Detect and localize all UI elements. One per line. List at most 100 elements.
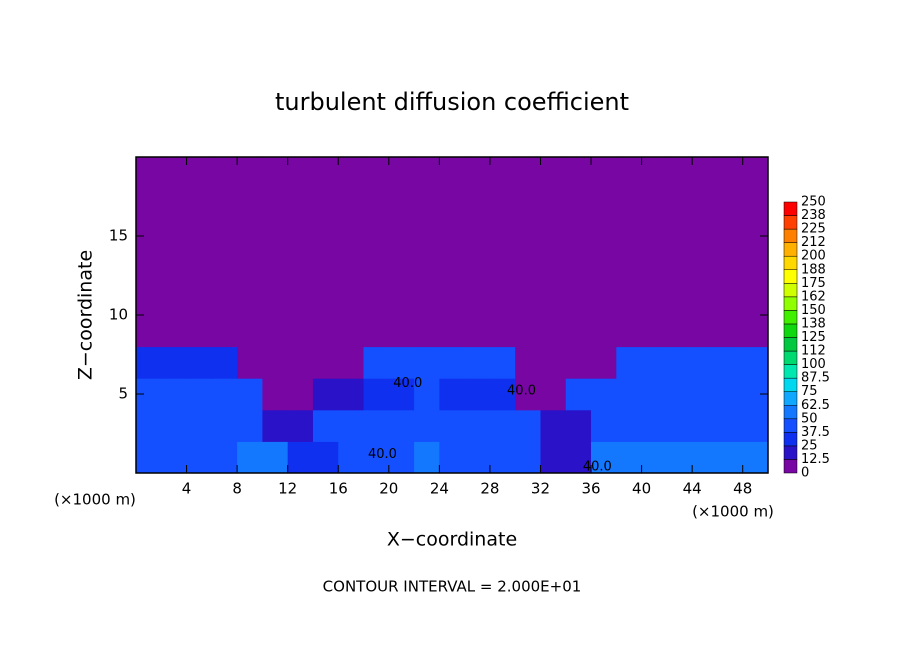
heat-cell	[489, 251, 516, 284]
colorbar-label: 50	[801, 411, 818, 426]
colorbar-swatch	[783, 296, 798, 311]
x-tick-label: 32	[531, 480, 550, 498]
heat-cell	[666, 346, 693, 379]
heat-cell	[414, 315, 440, 348]
heat-cell	[338, 346, 365, 379]
heat-cell	[161, 441, 188, 474]
heat-cell	[641, 251, 668, 284]
heat-cell	[287, 409, 314, 442]
heat-cell	[211, 283, 238, 316]
heat-cell	[414, 220, 440, 253]
colorbar-swatch	[783, 201, 798, 216]
heat-cell	[565, 251, 592, 284]
colorbar-swatch	[783, 418, 798, 433]
heat-cell	[666, 409, 693, 442]
heat-cell	[489, 283, 516, 316]
colorbar-label: 25	[801, 438, 818, 453]
heat-cell	[717, 378, 744, 411]
colorbar-swatch	[783, 323, 798, 338]
heat-cell	[489, 188, 516, 221]
heat-cell	[692, 346, 718, 379]
colorbar-label: 200	[801, 249, 826, 264]
heat-cell	[363, 409, 390, 442]
heat-cell	[591, 346, 617, 379]
colorbar-swatch	[783, 391, 798, 406]
heat-cell	[388, 251, 415, 284]
heat-cell	[666, 441, 693, 474]
heat-cell	[489, 220, 516, 253]
heat-cell	[464, 251, 491, 284]
heat-cell	[312, 220, 339, 253]
heat-cell	[540, 346, 567, 379]
heat-cell	[616, 346, 643, 379]
heat-cell	[692, 441, 718, 474]
heat-cell	[262, 251, 289, 284]
heat-cell	[312, 441, 339, 474]
heat-cell	[540, 283, 567, 316]
heat-cell	[666, 157, 693, 190]
colorbar-swatch	[783, 337, 798, 352]
heat-cell	[262, 283, 289, 316]
heat-cell	[540, 220, 567, 253]
heat-cell	[489, 378, 516, 411]
x-tick-label: 8	[232, 480, 242, 498]
heat-cell	[515, 220, 541, 253]
heat-cell	[262, 315, 289, 348]
x-tick-label: 16	[329, 480, 348, 498]
heat-cell	[641, 346, 668, 379]
heat-cell	[742, 315, 769, 348]
colorbar-swatch	[783, 255, 798, 271]
heat-cell	[161, 220, 188, 253]
heat-cell	[464, 409, 491, 442]
heat-cell	[136, 157, 162, 190]
heat-cell	[161, 378, 188, 411]
heat-cell	[338, 283, 365, 316]
heat-cell	[262, 346, 289, 379]
colorbar-label: 37.5	[801, 425, 830, 440]
colorbar-label: 125	[801, 330, 826, 345]
heat-cell	[692, 315, 718, 348]
heat-cell	[616, 409, 643, 442]
heat-cell	[363, 378, 390, 411]
heat-cell	[439, 378, 466, 411]
x-tick-label: 24	[430, 480, 449, 498]
heat-cell	[136, 409, 162, 442]
heat-cell	[439, 346, 466, 379]
heat-cell	[616, 283, 643, 316]
heat-cell	[388, 315, 415, 348]
heat-cell	[161, 315, 188, 348]
colorbar-swatch	[783, 310, 798, 325]
colorbar-swatch	[783, 350, 798, 365]
heat-cell	[591, 251, 617, 284]
colorbar-swatch	[783, 283, 798, 298]
heat-cell	[591, 188, 617, 221]
heat-cell	[161, 409, 188, 442]
heat-cell	[287, 188, 314, 221]
heat-cell	[388, 346, 415, 379]
heat-cell	[388, 188, 415, 221]
heat-cell	[136, 283, 162, 316]
heat-cell	[237, 220, 263, 253]
heat-cell	[186, 157, 213, 190]
heat-cell	[717, 409, 744, 442]
heat-cell	[262, 378, 289, 411]
heat-cell	[641, 188, 668, 221]
heat-cell	[616, 315, 643, 348]
heat-cell	[237, 251, 263, 284]
colorbar-label: 112	[801, 344, 826, 359]
heat-cell	[439, 157, 466, 190]
heat-cell	[515, 346, 541, 379]
heat-cell	[363, 251, 390, 284]
heat-cell	[692, 188, 718, 221]
heat-cell	[540, 315, 567, 348]
x-tick-label: 4	[182, 480, 192, 498]
heat-cell	[211, 251, 238, 284]
x-unit-label: (×1000 m)	[692, 503, 774, 521]
heat-cell	[692, 251, 718, 284]
heat-cell	[186, 251, 213, 284]
heat-cell	[742, 409, 769, 442]
heat-cell	[161, 346, 188, 379]
heat-cell	[616, 441, 643, 474]
x-axis-label: X−coordinate	[387, 529, 517, 551]
